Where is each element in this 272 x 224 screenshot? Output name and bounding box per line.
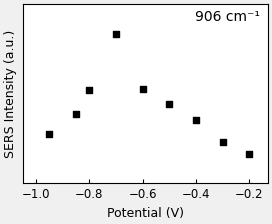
Point <box>220 140 225 144</box>
Point <box>194 118 198 122</box>
X-axis label: Potential (V): Potential (V) <box>107 207 184 220</box>
Point <box>74 112 78 116</box>
Point <box>247 152 251 155</box>
Text: 906 cm⁻¹: 906 cm⁻¹ <box>196 10 261 24</box>
Point <box>87 89 91 92</box>
Y-axis label: SERS Intensity (a.u.): SERS Intensity (a.u.) <box>4 30 17 158</box>
Point <box>114 32 118 36</box>
Point <box>167 102 171 106</box>
Point <box>47 132 51 136</box>
Point <box>140 87 145 90</box>
